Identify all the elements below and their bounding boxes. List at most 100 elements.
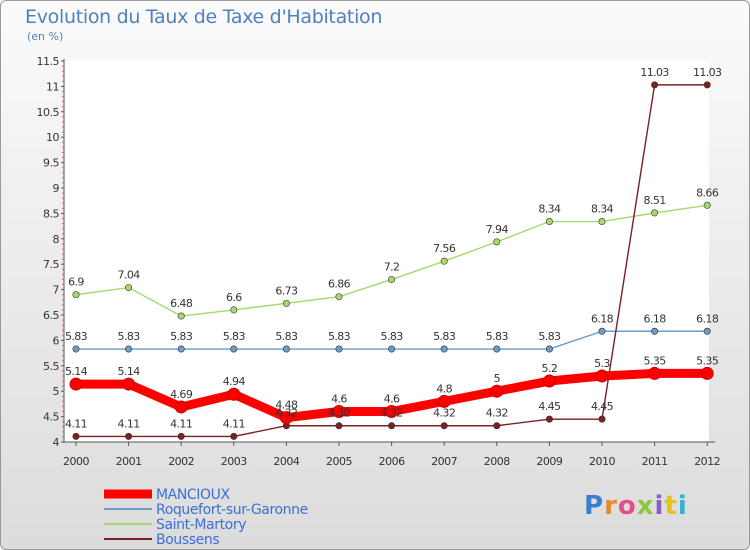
x-tick-label: 2001 xyxy=(116,455,142,468)
data-label: 8.66 xyxy=(696,186,719,199)
point-series-2 xyxy=(493,238,501,246)
point-series-2 xyxy=(282,299,290,307)
point-series-1 xyxy=(230,345,238,353)
data-label: 4.6 xyxy=(331,393,347,406)
point-series-1 xyxy=(493,345,501,353)
point-series-1 xyxy=(282,345,290,353)
data-label: 6.18 xyxy=(644,312,667,325)
data-label: 5.35 xyxy=(696,354,719,367)
brand-letter: o xyxy=(617,491,637,521)
point-series-1 xyxy=(703,327,711,335)
data-label: 6.73 xyxy=(275,284,298,297)
point-series-1 xyxy=(651,327,659,335)
brand-letter: i xyxy=(677,491,688,521)
brand-letter: r xyxy=(604,491,618,521)
point-series-2 xyxy=(72,291,80,299)
x-tick-label: 2006 xyxy=(379,455,405,468)
point-series-2 xyxy=(125,284,133,292)
data-label: 6.48 xyxy=(170,297,193,310)
point-series-2 xyxy=(651,209,659,217)
data-label: 4.32 xyxy=(328,407,350,420)
brand-letter: P xyxy=(584,491,605,521)
data-label: 8.51 xyxy=(644,194,666,207)
point-mancioux xyxy=(279,411,293,425)
point-series-3 xyxy=(72,432,80,440)
point-mancioux xyxy=(490,384,504,398)
point-series-1 xyxy=(335,345,343,353)
y-tick-label: 9 xyxy=(53,182,60,195)
point-series-3 xyxy=(440,422,448,430)
legend-label: Saint-Martory xyxy=(156,517,246,533)
data-label: 5.83 xyxy=(328,330,351,343)
legend-label: Boussens xyxy=(156,532,219,548)
data-label: 7.04 xyxy=(118,269,141,282)
data-label: 5.14 xyxy=(65,365,88,378)
data-label: 4.32 xyxy=(381,407,403,420)
data-label: 4.11 xyxy=(223,417,245,430)
data-label: 4.94 xyxy=(223,375,246,388)
point-series-3 xyxy=(493,422,501,430)
data-label: 8.34 xyxy=(591,203,614,216)
x-tick-label: 2011 xyxy=(642,455,668,468)
point-series-1 xyxy=(72,345,80,353)
point-series-3 xyxy=(598,415,606,423)
data-label: 7.56 xyxy=(433,242,456,255)
data-label: 11.03 xyxy=(640,66,669,79)
point-mancioux xyxy=(542,374,556,388)
point-series-2 xyxy=(230,306,238,314)
brand-letter: t xyxy=(664,491,678,521)
brand-letter: x xyxy=(636,491,655,521)
chart-subtitle: (en %) xyxy=(27,30,64,43)
point-series-1 xyxy=(545,345,553,353)
data-label: 4.8 xyxy=(436,382,452,395)
data-label: 4.69 xyxy=(170,388,193,401)
point-series-1 xyxy=(177,345,185,353)
data-label: 5.14 xyxy=(118,365,141,378)
data-label: 4.45 xyxy=(591,400,614,413)
data-label: 4.32 xyxy=(433,407,455,420)
data-label: 5.83 xyxy=(538,330,561,343)
x-tick-label: 2000 xyxy=(63,455,89,468)
x-tick-label: 2009 xyxy=(536,455,562,468)
x-tick-label: 2010 xyxy=(589,455,615,468)
x-tick-label: 2007 xyxy=(431,455,457,468)
data-label: 5.83 xyxy=(65,330,88,343)
y-tick-label: 5 xyxy=(53,385,60,398)
point-mancioux xyxy=(595,369,609,383)
data-label: 5.83 xyxy=(170,330,193,343)
data-label: 4.45 xyxy=(538,400,561,413)
point-mancioux xyxy=(385,405,399,419)
data-label: 4.11 xyxy=(170,417,192,430)
x-tick-label: 2002 xyxy=(168,455,194,468)
y-tick-label: 7.5 xyxy=(43,258,59,271)
data-label: 5.35 xyxy=(644,354,667,367)
brand-logo: Proxiti xyxy=(584,491,688,521)
point-mancioux xyxy=(332,405,346,419)
point-series-3 xyxy=(388,422,396,430)
data-label: 8.34 xyxy=(538,203,561,216)
point-series-2 xyxy=(335,293,343,301)
point-series-2 xyxy=(440,257,448,265)
data-label: 5.2 xyxy=(542,362,558,375)
data-label: 5.83 xyxy=(223,330,246,343)
chart-title: Evolution du Taux de Taxe d'Habitation xyxy=(25,6,383,28)
data-label: 7.94 xyxy=(486,223,509,236)
point-series-2 xyxy=(703,201,711,209)
y-tick-label: 6 xyxy=(53,334,60,347)
y-tick-label: 8 xyxy=(53,233,60,246)
data-label: 4.32 xyxy=(275,407,297,420)
data-label: 5 xyxy=(494,372,501,385)
data-label: 4.32 xyxy=(486,407,508,420)
point-series-3 xyxy=(177,432,185,440)
y-tick-label: 10 xyxy=(46,131,59,144)
data-label: 6.6 xyxy=(226,291,242,304)
data-label: 5.83 xyxy=(486,330,509,343)
point-series-3 xyxy=(335,422,343,430)
data-label: 4.6 xyxy=(384,393,400,406)
y-tick-label: 9.5 xyxy=(43,157,59,170)
point-mancioux xyxy=(122,377,136,391)
x-tick-label: 2008 xyxy=(484,455,510,468)
y-tick-label: 11 xyxy=(46,80,59,93)
y-tick-label: 6.5 xyxy=(43,309,59,322)
